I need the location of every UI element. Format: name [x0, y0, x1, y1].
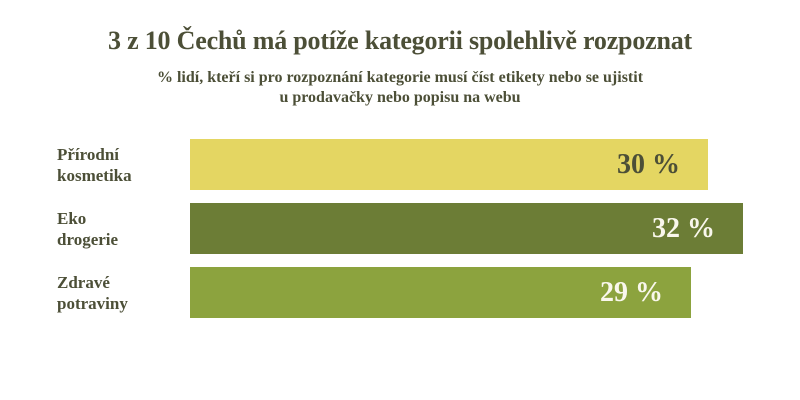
chart-subtitle-line-2: u prodavačky nebo popisu na webu [279, 89, 521, 106]
category-label-line: Přírodní [57, 144, 120, 164]
bar-value-label: 32 % [652, 212, 715, 244]
chart-title: 3 z 10 Čechů má potíže kategorii spolehl… [108, 26, 692, 55]
bar: 32 % [190, 203, 743, 254]
bar-value-label: 30 % [617, 148, 680, 180]
bar: 29 % [190, 267, 691, 318]
category-label-line: drogerie [57, 229, 119, 249]
bar-value-label: 29 % [600, 276, 663, 308]
category-label-line: potraviny [57, 293, 128, 313]
category-label-line: Zdravé [57, 272, 110, 292]
category-label: Zdravé potraviny [0, 272, 190, 314]
category-label: Eko drogerie [0, 208, 190, 250]
chart-subtitle-line-1: % lidí, kteří si pro rozpoznání kategori… [156, 69, 644, 86]
bar: 30 % [190, 139, 708, 190]
category-label-line: kosmetika [57, 165, 132, 185]
category-label: Přírodní kosmetika [0, 144, 190, 186]
bar-row-prirodni-kosmetika: Přírodní kosmetika 30 % [0, 139, 800, 190]
bar-row-zdrave-potraviny: Zdravé potraviny 29 % [0, 267, 800, 318]
bar-row-eko-drogerie: Eko drogerie 32 % [0, 203, 800, 254]
category-label-line: Eko [57, 208, 87, 228]
bar-chart: Přírodní kosmetika 30 % Eko drogerie 32 … [0, 139, 800, 331]
chart-subtitle: % lidí, kteří si pro rozpoznání kategori… [0, 68, 800, 108]
